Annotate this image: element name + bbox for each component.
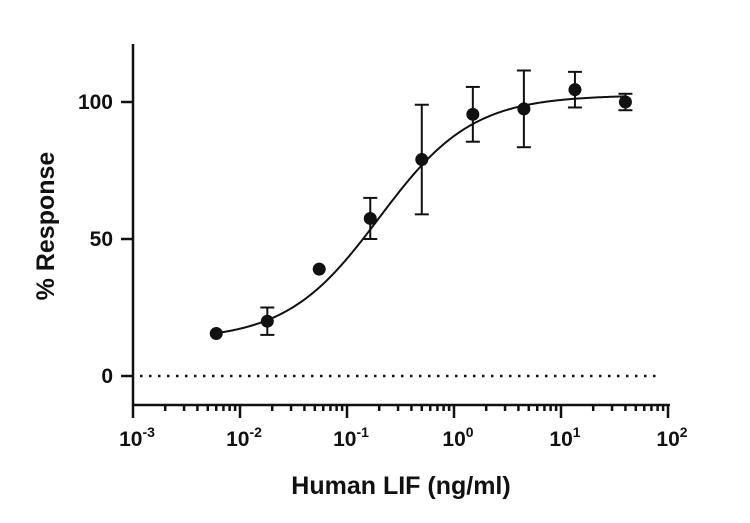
- x-tick-label: 100: [442, 424, 473, 451]
- x-tick-label: 10-3: [119, 424, 155, 451]
- data-point: [312, 262, 326, 276]
- data-point: [618, 95, 632, 109]
- data-point: [415, 153, 429, 167]
- data-point: [260, 314, 274, 328]
- y-tick-label: 0: [101, 365, 113, 388]
- x-tick-label: 101: [549, 424, 580, 451]
- data-point: [209, 327, 223, 341]
- data-point: [568, 83, 582, 97]
- x-axis-title: Human LIF (ng/ml): [291, 472, 510, 500]
- x-tick-label: 10-2: [226, 424, 262, 451]
- data-point: [517, 102, 531, 116]
- x-axis-ticks: 10-3 10-2 10-1 100 101 102: [119, 405, 688, 451]
- data-point: [466, 107, 480, 121]
- y-axis-ticks: 0 50 100: [78, 91, 133, 388]
- x-tick-label: 102: [656, 424, 687, 451]
- y-tick-label: 50: [90, 228, 113, 251]
- x-tick-label: 10-1: [333, 424, 369, 451]
- data-point: [363, 211, 377, 225]
- gridless-plot-area: 0 50 100 10-3 10-2 10-1 100 101 102: [78, 44, 688, 451]
- data-points: [209, 69, 633, 341]
- y-axis-title: % Response: [32, 152, 60, 301]
- y-tick-label: 100: [78, 91, 113, 114]
